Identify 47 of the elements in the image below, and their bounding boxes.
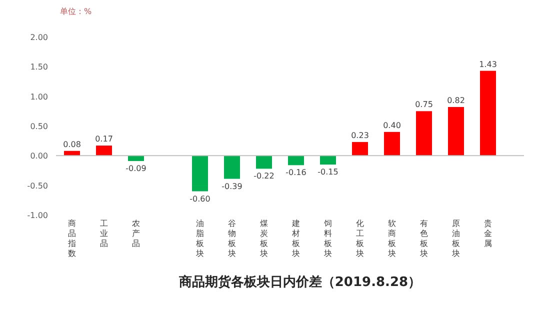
y-tick-label: -1.00 — [27, 211, 48, 220]
x-tick-label: 有色板块 — [419, 219, 428, 258]
y-tick-label: 0.00 — [30, 152, 48, 161]
data-label: -0.16 — [286, 168, 306, 178]
x-tick-label: 油脂板块 — [195, 219, 204, 258]
data-label: -0.09 — [126, 164, 146, 174]
x-tick-label: 煤炭板块 — [259, 219, 268, 258]
data-label: -0.22 — [254, 172, 274, 181]
data-label: 0.82 — [447, 96, 465, 106]
x-tick-label: 工业品 — [100, 219, 108, 248]
x-tick-label: 饲料板块 — [323, 219, 332, 258]
y-axis-title: 单位：% — [60, 7, 92, 16]
bar — [416, 111, 432, 156]
x-tick-label: 建材板块 — [291, 219, 300, 258]
data-label: 0.08 — [63, 140, 81, 149]
x-tick-label: 商品指数 — [67, 219, 76, 258]
x-tick-label: 谷物板块 — [227, 219, 236, 258]
data-label: 0.75 — [415, 100, 433, 110]
text: 商品期货各板块日内价差（2019.8.28） — [178, 274, 422, 290]
bar — [224, 156, 240, 179]
bar — [288, 156, 304, 166]
bar — [128, 156, 144, 162]
x-tick-label: 化工板块 — [355, 219, 364, 258]
data-label: -0.39 — [222, 182, 242, 191]
y-tick-label: 2.00 — [30, 33, 48, 42]
bar — [352, 142, 368, 156]
bar — [96, 146, 112, 156]
data-label: -0.15 — [318, 168, 338, 177]
bar — [384, 132, 400, 156]
data-label: 1.43 — [479, 60, 497, 69]
x-tick-label: 软商板块 — [387, 219, 396, 258]
bar — [448, 107, 464, 156]
data-label: 0.17 — [95, 134, 113, 144]
bar — [480, 70, 496, 156]
data-label: -0.60 — [190, 194, 210, 204]
bar — [192, 156, 208, 192]
y-tick-label: 1.50 — [30, 62, 48, 72]
y-tick-label: 0.50 — [30, 122, 48, 131]
y-tick-label: 1.00 — [30, 92, 48, 102]
y-tick-label: -0.50 — [27, 181, 48, 190]
x-tick-label: 农产品 — [132, 219, 140, 248]
x-tick-label: 原油板块 — [451, 219, 460, 258]
bar — [320, 156, 336, 165]
x-tick-label: 贵金属 — [484, 219, 492, 248]
bar — [256, 156, 272, 169]
data-label: 0.40 — [383, 120, 401, 130]
data-label: 0.23 — [351, 131, 369, 140]
